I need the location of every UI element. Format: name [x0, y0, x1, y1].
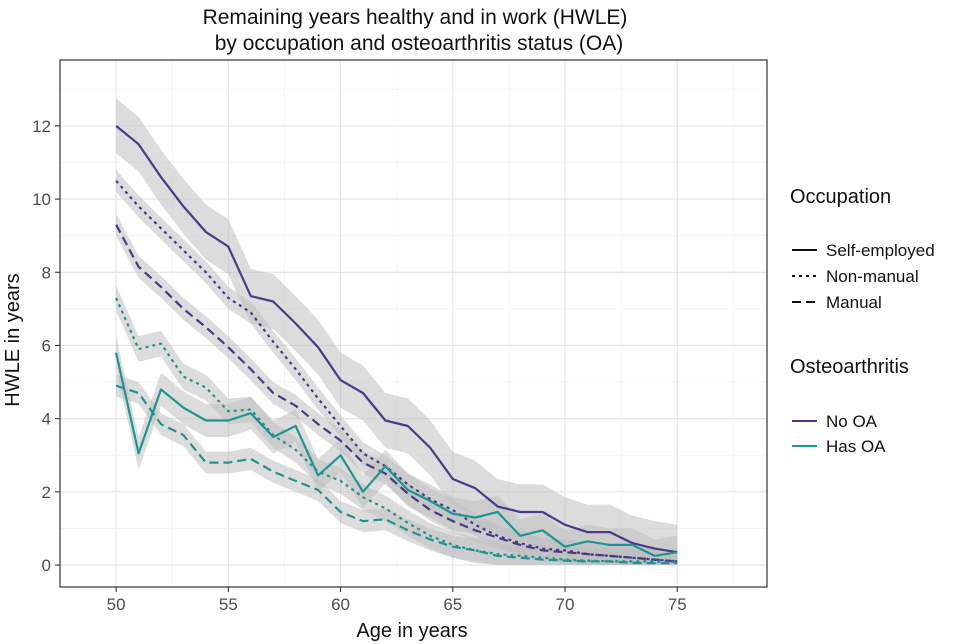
legend-label-has-oa: Has OA — [826, 437, 886, 456]
y-tick-label: 10 — [32, 190, 51, 209]
band-has-oa-self-employed — [116, 336, 678, 565]
y-tick-label: 12 — [32, 117, 51, 136]
legend-label-non-manual: Non-manual — [826, 267, 919, 286]
legend-label-no-oa: No OA — [826, 412, 878, 431]
legend-title-occupation: Occupation — [790, 186, 891, 208]
legend-label-manual: Manual — [826, 293, 882, 312]
legend-title-osteoarthritis: Osteoarthritis — [790, 356, 909, 378]
x-tick-label: 50 — [107, 595, 126, 614]
plot-area — [59, 59, 768, 588]
plot-frame — [59, 59, 768, 588]
y-axis: 0 2 4 6 8 10 12 — [32, 117, 60, 575]
confidence-bands — [116, 98, 678, 566]
y-tick-label: 6 — [42, 336, 51, 355]
series-line-has-oa-manual — [115, 384, 678, 565]
y-tick-label: 2 — [42, 483, 51, 502]
x-tick-label: 55 — [219, 595, 238, 614]
band-has-oa-non-manual — [116, 285, 678, 565]
legend-label-self-employed: Self-employed — [826, 241, 935, 260]
x-axis-title: Age in years — [356, 620, 467, 642]
x-tick-label: 75 — [668, 595, 687, 614]
legend: Occupation Self-employed Non-manual Manual… — [790, 186, 935, 456]
legend-osteoarthritis-items: No OA Has OA — [792, 412, 886, 456]
legend-occupation-items: Self-employed Non-manual Manual — [792, 241, 935, 312]
x-tick-label: 60 — [331, 595, 350, 614]
x-tick-label: 70 — [556, 595, 575, 614]
series-line-has-oa-self-employed — [115, 352, 678, 558]
series-lines — [115, 125, 678, 565]
series-line-no-oa-non-manual — [115, 180, 678, 563]
band-has-oa-manual — [116, 374, 678, 565]
y-tick-label: 8 — [42, 263, 51, 282]
x-tick-label: 65 — [443, 595, 462, 614]
y-tick-label: 0 — [42, 556, 51, 575]
series-line-has-oa-non-manual — [115, 297, 678, 564]
band-no-oa-self-employed — [116, 98, 678, 566]
chart-title-line-1: Remaining years healthy and in work (HWL… — [203, 6, 628, 29]
chart-title-line-2: by occupation and osteoarthritis status … — [215, 32, 624, 55]
series-line-no-oa-self-employed — [115, 125, 678, 554]
x-axis: 50 55 60 65 70 75 — [107, 587, 687, 614]
y-tick-label: 4 — [42, 410, 51, 429]
series-line-no-oa-manual — [115, 224, 678, 563]
y-axis-title: HWLE in years — [2, 273, 24, 406]
